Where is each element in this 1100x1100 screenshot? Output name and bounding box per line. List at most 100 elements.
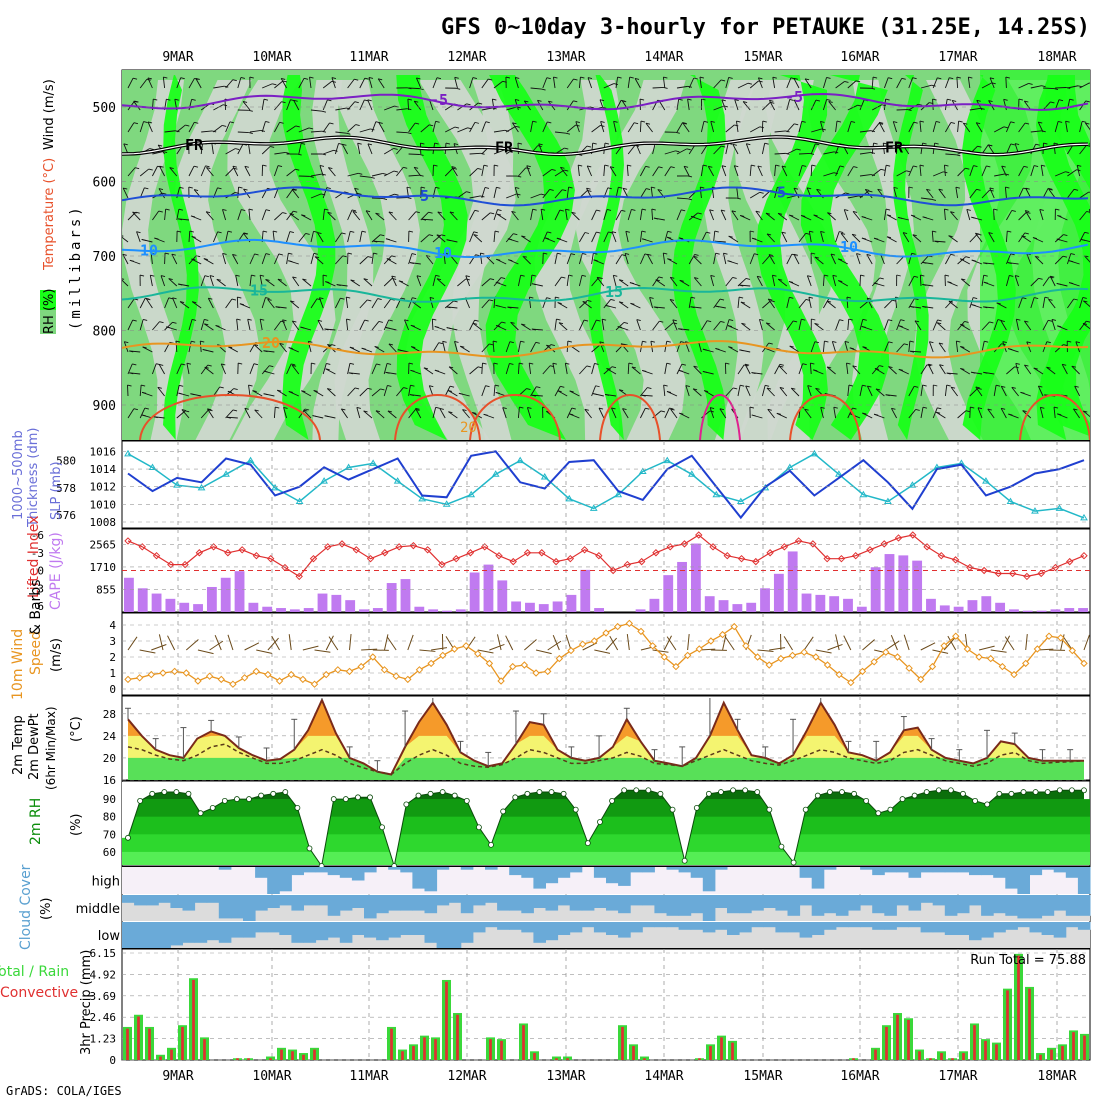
wind-barb-flag (672, 319, 677, 322)
wind-barb-flag (814, 322, 819, 325)
cloud-bar (1029, 867, 1043, 876)
wind-barb-flag (352, 211, 357, 213)
wind-barb-upper (786, 99, 791, 111)
wind-barb-flag (1039, 209, 1044, 211)
wind-barb-flag (191, 258, 196, 261)
rh2m-point (742, 787, 749, 794)
wind-barb-upper (981, 82, 992, 89)
wind-barb-flag (606, 209, 612, 211)
wind-barb-flag (1053, 88, 1059, 91)
wind-barb-flag (721, 145, 726, 148)
precip-tick: 2.46 (90, 1011, 117, 1024)
precip-conv-bar (698, 1058, 701, 1060)
wind-barb-upper (847, 407, 853, 419)
wind-barb-flag (406, 186, 412, 189)
cape-bar (884, 554, 895, 612)
wind-barb-flag (564, 169, 569, 172)
wind-barb-upper (1042, 297, 1046, 309)
precip-conv-bar (720, 1037, 723, 1060)
wind-barb-upper (1092, 192, 1100, 198)
wind-barb-flag (133, 100, 138, 103)
cape-bar (967, 600, 978, 612)
rh2m-point (463, 797, 470, 804)
wind-barb-upper (981, 189, 990, 199)
wind-barb-flag (946, 384, 951, 387)
thickness-point (124, 449, 132, 457)
wind-barb-flag (844, 81, 849, 83)
wind-barb-upper (493, 187, 497, 199)
wind-barb-upper (493, 80, 503, 89)
wind-barb-flag (1001, 165, 1006, 168)
wind-barb-upper (481, 107, 493, 111)
wind-barb-upper (736, 121, 739, 133)
wind-barb-upper (207, 298, 214, 309)
wind-barb-flag (291, 363, 296, 366)
rh2m-point (899, 796, 906, 802)
wind-barb-flag (613, 120, 618, 123)
wind-barb-upper (411, 346, 422, 353)
wind-barb-flag (605, 393, 610, 396)
wind-barb-flag (733, 387, 738, 390)
wind-barb (835, 634, 840, 651)
wind-barb (244, 642, 260, 651)
wind-barb-upper (469, 77, 474, 89)
wind-barb-flag (319, 297, 324, 300)
cloud-bar (267, 922, 280, 933)
wind-barb-flag (1008, 413, 1013, 416)
wind-barb-flag (653, 306, 658, 309)
wind-barb-flag (507, 238, 513, 241)
precip-panel: 6.154.923.692.461.230 (90, 947, 1090, 1067)
wind-barb-upper (846, 296, 849, 309)
wind-barb-upper (598, 407, 605, 419)
wind-barb-flag (922, 305, 927, 308)
wind-barb (314, 649, 331, 653)
wind-barb-upper (168, 278, 178, 287)
slp-tick: 1008 (90, 516, 117, 529)
cloud-bar (993, 922, 1006, 933)
wind-barb-flag (805, 232, 810, 235)
wind-barb-flag (175, 340, 181, 343)
wind-barb-flag (960, 258, 965, 261)
rh2m-tick: 60 (103, 846, 116, 859)
cloud-bar (690, 895, 704, 914)
wind-barb-upper (615, 322, 625, 331)
wind-barb-flag (254, 253, 259, 256)
wind-barb-flag (240, 77, 246, 79)
wind-barb-flag (391, 255, 396, 258)
cloud-bar (872, 867, 885, 876)
wind-barb (349, 634, 352, 651)
warm-contour (469, 394, 561, 440)
wind-barb-upper (798, 165, 803, 177)
wind-barb (815, 649, 832, 654)
wind-barb-flag (946, 372, 951, 375)
wind-barb-flag (678, 328, 683, 331)
wind-barb-upper (827, 212, 836, 221)
rh2m-point (476, 824, 482, 831)
wind-barb-upper (481, 299, 490, 309)
wind-barb-flag (529, 296, 534, 299)
wind-barb-flag (349, 362, 355, 365)
rh2m-point (512, 794, 519, 801)
precip-conv-bar (489, 1039, 492, 1060)
cape-bar (469, 572, 480, 612)
wind-speed-point (952, 632, 960, 640)
cape-tick: 1710 (90, 561, 117, 574)
wind-barb-flag (127, 384, 132, 387)
wind-speed-point (334, 666, 342, 674)
cloud-bar (1017, 895, 1030, 919)
wind-barb-flag (351, 209, 357, 212)
precip-conv-bar (918, 1051, 921, 1060)
wind-barb-upper (530, 275, 533, 287)
cape-tick: 2565 (90, 538, 117, 551)
wind-barb-upper (981, 275, 985, 287)
wind-barb-flag (641, 208, 647, 211)
wind-barb-flag (420, 186, 426, 189)
wind-barb-flag (526, 388, 531, 390)
wind-barb-upper (444, 126, 456, 133)
wind-barb-upper (688, 297, 692, 309)
wind-barb-flag (254, 409, 259, 412)
precip-conv-bar (555, 1058, 558, 1060)
wind-barb (489, 643, 505, 651)
wind-barb-flag (288, 347, 293, 349)
